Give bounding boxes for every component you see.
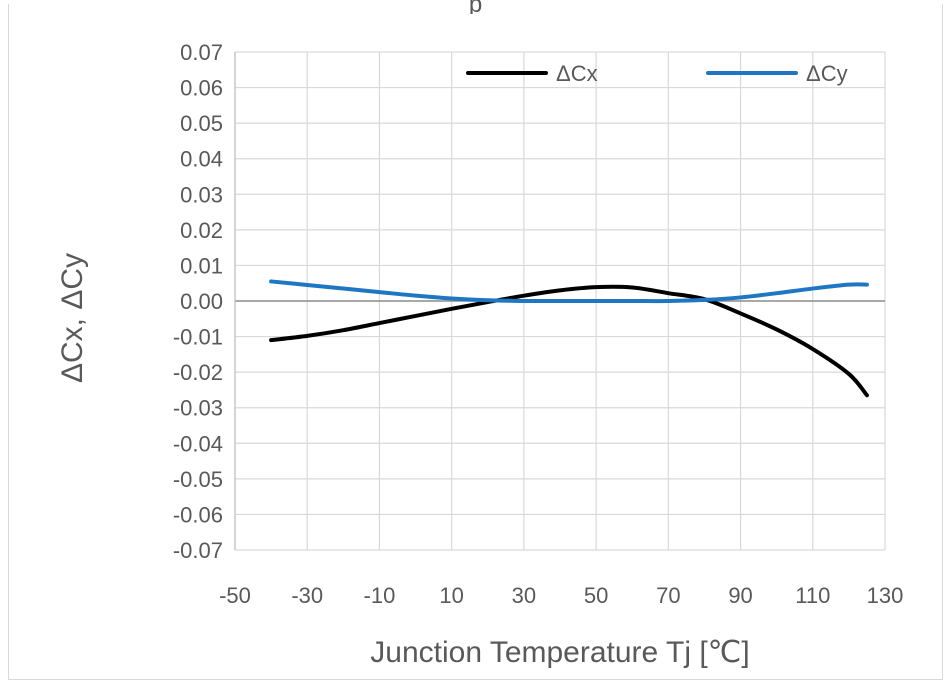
y-tick-label: -0.05: [173, 467, 223, 492]
y-tick-label: -0.01: [173, 325, 223, 350]
y-tick-label: -0.06: [173, 502, 223, 527]
y-axis-title: ΔCx, ΔCy: [56, 253, 89, 383]
y-tick-label: 0.01: [180, 253, 223, 278]
y-tick-label: -0.04: [173, 431, 223, 456]
legend-label: ΔCy: [806, 61, 848, 86]
y-tick-label: -0.07: [173, 538, 223, 563]
x-tick-label: 110: [795, 583, 830, 608]
x-tick-label: 10: [439, 583, 463, 608]
legend-label: ΔCx: [556, 61, 598, 86]
series-lines: [269, 279, 869, 398]
y-tick-label: 0.03: [180, 182, 223, 207]
x-tick-label: 130: [867, 583, 904, 608]
series-line-dcy: [269, 279, 869, 304]
y-tick-label: 0.06: [180, 76, 223, 101]
gridlines: [234, 51, 886, 551]
x-tick-label: -30: [291, 583, 323, 608]
x-axis-title: Junction Temperature Tj [℃]: [370, 636, 749, 669]
y-tick-labels: 0.07 0.06 0.05 0.04 0.03 0.02 0.01 0.00 -0.01 -0.…: [173, 40, 223, 563]
y-tick-label: 0.00: [180, 289, 223, 314]
y-tick-label: 0.04: [180, 147, 223, 172]
x-tick-label: 30: [512, 583, 536, 608]
x-tick-label: 70: [656, 583, 680, 608]
x-tick-label: -50: [219, 583, 251, 608]
x-tick-labels: -50 -30 -10 10 30 50 70 90 110 130: [219, 583, 903, 608]
y-tick-label: -0.02: [173, 360, 223, 385]
y-tick-label: -0.03: [173, 396, 223, 421]
y-tick-label: 0.07: [180, 40, 223, 65]
chart-title-fragment: p: [468, 0, 483, 14]
y-tick-label: 0.02: [180, 218, 223, 243]
legend: ΔCx ΔCy: [466, 61, 848, 86]
x-tick-label: 90: [728, 583, 752, 608]
x-tick-label: -10: [364, 583, 396, 608]
chart-frame: [8, 4, 943, 680]
y-tick-label: 0.05: [180, 111, 223, 136]
series-line-dcx: [269, 284, 869, 398]
x-tick-label: 50: [584, 583, 608, 608]
